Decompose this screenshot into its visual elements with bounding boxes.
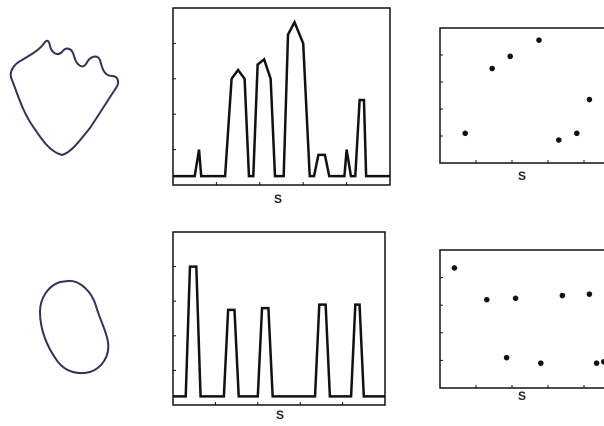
x-axis-label: S xyxy=(518,389,526,403)
plot-frame xyxy=(172,231,386,406)
x-axis-label: S xyxy=(274,192,282,206)
scatter-point xyxy=(574,130,580,137)
scatter-point xyxy=(503,354,510,361)
x-axis-label: S xyxy=(518,169,526,183)
line-series xyxy=(173,265,385,398)
scatter-point xyxy=(536,37,542,43)
scatter-point xyxy=(512,295,519,302)
scatter-point xyxy=(451,265,458,271)
scatter-point xyxy=(462,130,469,137)
plot-frame xyxy=(172,7,391,186)
contour-shape xyxy=(38,279,110,375)
scatter-point xyxy=(593,360,600,366)
line-series xyxy=(173,19,390,178)
plot-frame xyxy=(439,27,604,164)
scatter-point xyxy=(586,291,593,297)
x-axis-label: S xyxy=(276,408,284,422)
scatter-point xyxy=(489,65,496,72)
scatter-point xyxy=(556,137,562,143)
scatter-point xyxy=(484,296,490,303)
scatter-point xyxy=(559,292,566,299)
scatter-point xyxy=(507,53,513,60)
scatter-point xyxy=(538,360,544,366)
scatter-point xyxy=(601,358,604,365)
plot-frame xyxy=(439,249,604,389)
contour-shape xyxy=(9,39,120,157)
scatter-point xyxy=(586,96,593,103)
